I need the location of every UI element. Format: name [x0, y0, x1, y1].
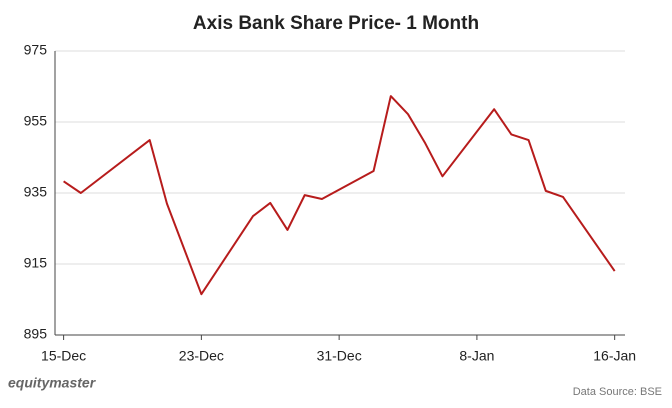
y-tick-label: 935 [24, 184, 48, 200]
source-note: Data Source: BSE [573, 386, 662, 398]
y-tick-label: 975 [24, 42, 48, 58]
y-tick-label: 915 [24, 255, 48, 271]
y-tick-label: 955 [24, 113, 48, 129]
x-tick-label: 16-Jan [593, 348, 636, 364]
y-tick-label: 895 [24, 326, 48, 342]
brand: equitymaster [8, 375, 97, 391]
price-line [63, 95, 616, 296]
x-tick-label: 15-Dec [41, 348, 86, 364]
x-tick-label: 23-Dec [179, 348, 224, 364]
x-tick-label: 31-Dec [317, 348, 362, 364]
chart-title: Axis Bank Share Price- 1 Month [193, 13, 479, 34]
x-tick-label: 8-Jan [459, 348, 494, 364]
